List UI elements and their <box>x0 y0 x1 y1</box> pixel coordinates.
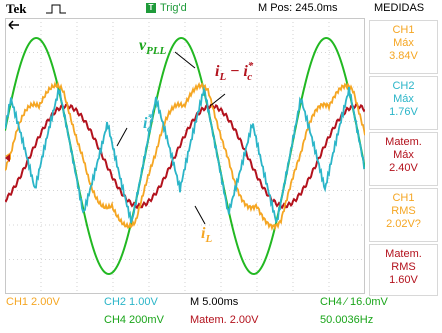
waveforms <box>5 37 365 275</box>
ch2-scale: CH2 1.00V <box>104 296 158 308</box>
ch4-scale: CH4 200mV <box>104 314 164 326</box>
vpll-label: vPLL <box>139 37 167 57</box>
measure-channel: Matem. <box>385 248 422 260</box>
measure-math-max[interactable]: Matem. Máx 2.40V <box>369 132 438 186</box>
measure-channel: Matem. <box>385 136 422 148</box>
brand-logo: Tek <box>6 1 27 16</box>
ic-label: i* c <box>143 112 153 135</box>
trigger-edge-icon <box>46 4 66 14</box>
measure-channel: CH2 <box>392 80 415 92</box>
waveform-display: vPLL iL − i* c i* c iL <box>5 18 365 294</box>
trigger-setting: CH4 ⁄ 16.0mV <box>320 296 388 308</box>
measure-ch2-max[interactable]: CH2 Máx 1.76V <box>369 76 438 130</box>
il-minus-ic-label: iL − i* c <box>215 60 254 83</box>
timebase: M 5.00ms <box>190 296 239 308</box>
il-pointer <box>194 205 206 225</box>
diff-pointer <box>209 93 226 107</box>
ground-marker <box>5 154 10 162</box>
measure-ch1-rms[interactable]: CH1 RMS 2.02V? <box>369 188 438 242</box>
measure-type: Máx <box>393 149 414 161</box>
measure-value: 1.76V <box>389 106 418 118</box>
measure-value: 2.40V <box>389 162 418 174</box>
trigger-badge: T <box>146 3 156 13</box>
measure-channel: CH1 <box>392 192 415 204</box>
ch2-trace <box>5 85 365 224</box>
ic-pointer <box>116 127 128 147</box>
measure-ch1-max[interactable]: CH1 Máx 3.84V <box>369 20 438 74</box>
ch1-scale: CH1 2.00V <box>6 296 60 308</box>
measure-type: RMS <box>391 205 416 217</box>
top-status-bar: Tek T Trig'd M Pos: 245.0ms MEDIDAS <box>0 0 442 18</box>
bottom-status-bar: CH1 2.00V CH2 1.00V M 5.00ms CH4 ⁄ 16.0m… <box>0 294 442 333</box>
horizontal-position: M Pos: 245.0ms <box>258 2 338 14</box>
measure-value: 3.84V <box>389 50 418 62</box>
il-label: iL <box>201 225 212 245</box>
measure-value: 2.02V? <box>386 218 421 230</box>
measure-math-rms[interactable]: Matem. RMS 1.60V <box>369 244 438 296</box>
measure-type: RMS <box>391 261 416 273</box>
left-arrow-icon <box>8 20 19 30</box>
measure-type: Máx <box>393 93 414 105</box>
measure-menu-title[interactable]: MEDIDAS <box>374 2 425 14</box>
trigger-status: Trig'd <box>160 2 187 14</box>
measure-type: Máx <box>393 37 414 49</box>
measure-value: 1.60V <box>389 274 418 286</box>
math-trace <box>5 103 365 210</box>
ch1-trace <box>5 81 365 231</box>
trigger-frequency: 50.0036Hz <box>320 314 374 326</box>
measure-channel: CH1 <box>392 24 415 36</box>
vpll-pointer <box>174 51 196 69</box>
math-scale: Matem. 2.00V <box>190 314 259 326</box>
